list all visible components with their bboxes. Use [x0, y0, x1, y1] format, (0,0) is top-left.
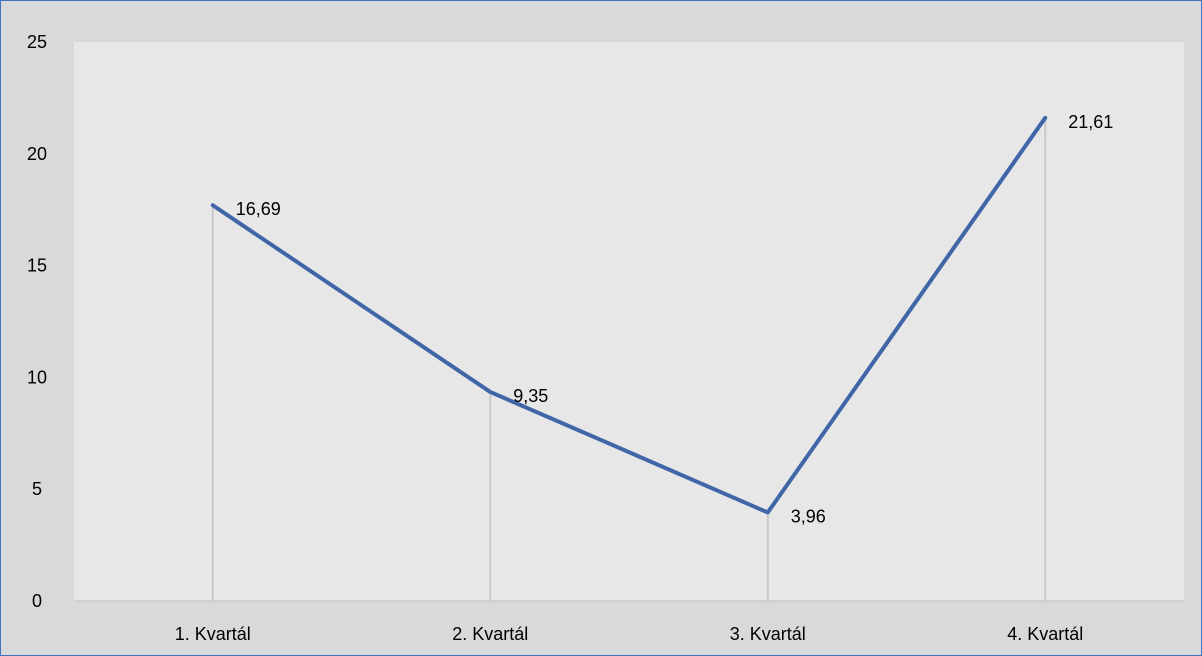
- data-label: 3,96: [791, 506, 826, 526]
- y-tick-label: 15: [27, 256, 47, 276]
- x-tick-label: 3. Kvartál: [730, 624, 806, 644]
- y-tick-label: 0: [32, 591, 42, 611]
- x-axis-ticks: 1. Kvartál 2. Kvartál 3. Kvartál 4. Kvartál: [175, 624, 1084, 644]
- x-tick-label: 2. Kvartál: [452, 624, 528, 644]
- data-labels: 16,69 9,35 3,96 21,61: [236, 112, 1114, 527]
- data-label: 16,69: [236, 199, 281, 219]
- drop-lines: [211, 117, 1047, 601]
- y-tick-label: 25: [27, 32, 47, 52]
- data-label: 21,61: [1068, 112, 1113, 132]
- data-label: 9,35: [513, 386, 548, 406]
- y-tick-label: 20: [27, 144, 47, 164]
- x-tick-label: 1. Kvartál: [175, 624, 251, 644]
- series-line: [210, 115, 1048, 515]
- y-axis-ticks: 0 5 10 15 20 25: [27, 32, 47, 611]
- y-tick-label: 5: [32, 479, 42, 499]
- plot-area: [74, 42, 1184, 601]
- x-tick-label: 4. Kvartál: [1007, 624, 1083, 644]
- y-tick-label: 10: [27, 367, 47, 387]
